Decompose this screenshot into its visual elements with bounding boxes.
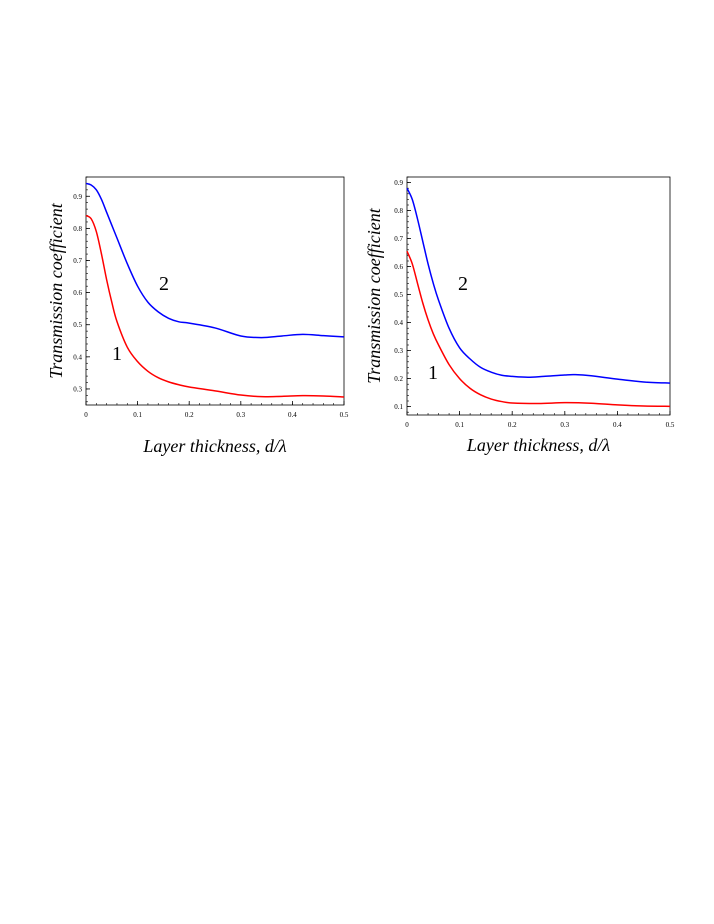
x-tick-label: 0.1 bbox=[133, 411, 142, 419]
x-tick-label: 0 bbox=[84, 411, 88, 419]
series-line-1 bbox=[85, 214, 345, 398]
y-tick-label: 0.8 bbox=[73, 225, 82, 233]
y-tick-label: 0.7 bbox=[73, 257, 82, 265]
x-tick-label: 0.5 bbox=[340, 411, 349, 419]
curve-label-2: 2 bbox=[159, 273, 169, 295]
y-tick-label: 0.8 bbox=[394, 207, 403, 215]
y-tick-label: 0.3 bbox=[73, 385, 82, 393]
x-axis-label: Layer thickness, d/λ bbox=[142, 436, 286, 456]
curve-label-2: 2 bbox=[458, 273, 468, 295]
y-axis-label: Transmission coefficient bbox=[46, 202, 66, 378]
curve-label-1: 1 bbox=[428, 362, 438, 384]
y-tick-label: 0.5 bbox=[73, 321, 82, 329]
x-tick-label: 0.2 bbox=[185, 411, 194, 419]
series-line-1 bbox=[406, 250, 671, 408]
y-tick-label: 0.5 bbox=[394, 291, 403, 299]
y-tick-label: 0.1 bbox=[394, 403, 403, 411]
y-tick-label: 0.9 bbox=[394, 179, 403, 187]
y-tick-label: 0.2 bbox=[394, 375, 403, 383]
x-axis-label: Layer thickness, d/λ bbox=[466, 435, 610, 455]
y-tick-label: 0.7 bbox=[394, 235, 403, 243]
y-tick-label: 0.4 bbox=[394, 319, 403, 327]
y-tick-label: 0.6 bbox=[73, 289, 82, 297]
y-axis-label: Transmission coefficient bbox=[364, 207, 384, 383]
series-line-2 bbox=[85, 182, 345, 339]
plot-frame bbox=[85, 176, 345, 406]
series-line-2 bbox=[406, 187, 671, 384]
x-tick-label: 0.5 bbox=[666, 421, 675, 429]
y-tick-label: 0.6 bbox=[394, 263, 403, 271]
chart-1: 0 0.1 0.2 0.3 0.4 0.5 0.3 0.4 0.5 0.6 0.7 0.8 0.9 1 2 L… bbox=[46, 176, 349, 456]
x-tick-label: 0.3 bbox=[236, 411, 245, 419]
curve-label-1: 1 bbox=[112, 343, 122, 365]
x-tick-label: 0.3 bbox=[560, 421, 569, 429]
chart-2: 0 0.1 0.2 0.3 0.4 0.5 0.1 0.2 0.3 0.4 0.5 0.6 0.7 0.8… bbox=[364, 176, 675, 455]
x-tick-label: 0.1 bbox=[455, 421, 464, 429]
plot-frame bbox=[406, 176, 671, 416]
x-tick-label: 0.4 bbox=[288, 411, 297, 419]
y-tick-label: 0.3 bbox=[394, 347, 403, 355]
x-tick-label: 0.4 bbox=[613, 421, 622, 429]
x-tick-label: 0 bbox=[405, 421, 409, 429]
x-tick-label: 0.2 bbox=[508, 421, 517, 429]
y-tick-label: 0.9 bbox=[73, 193, 82, 201]
y-tick-label: 0.4 bbox=[73, 353, 82, 361]
